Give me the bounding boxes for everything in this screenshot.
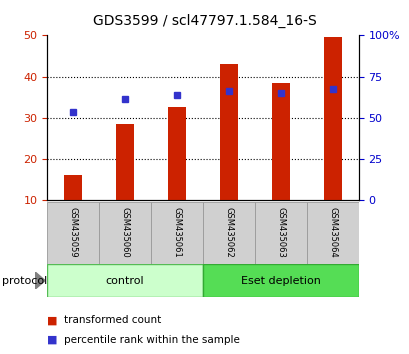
Bar — [219, 64, 238, 200]
Bar — [202, 202, 254, 264]
Text: Eset depletion: Eset depletion — [240, 275, 320, 286]
Text: GSM435062: GSM435062 — [224, 207, 233, 258]
Text: ■: ■ — [47, 315, 58, 325]
Bar — [47, 264, 202, 297]
Bar — [323, 38, 341, 200]
Text: transformed count: transformed count — [63, 315, 160, 325]
Bar — [202, 264, 358, 297]
Text: GSM435060: GSM435060 — [120, 207, 129, 258]
Bar — [116, 124, 134, 200]
Text: GDS3599 / scl47797.1.584_16-S: GDS3599 / scl47797.1.584_16-S — [93, 14, 316, 28]
Text: GSM435064: GSM435064 — [328, 207, 337, 258]
Bar — [306, 202, 358, 264]
Text: control: control — [106, 275, 144, 286]
Bar — [168, 107, 186, 200]
Bar — [151, 202, 202, 264]
Text: GSM435059: GSM435059 — [68, 207, 77, 258]
Bar — [254, 202, 306, 264]
Bar — [99, 202, 151, 264]
Polygon shape — [35, 272, 45, 290]
Text: GSM435061: GSM435061 — [172, 207, 181, 258]
Text: protocol: protocol — [2, 275, 47, 286]
Text: percentile rank within the sample: percentile rank within the sample — [63, 335, 239, 345]
Bar — [271, 83, 289, 200]
Text: ■: ■ — [47, 335, 58, 345]
Bar — [64, 175, 82, 200]
Bar — [47, 202, 99, 264]
Text: GSM435063: GSM435063 — [276, 207, 285, 258]
